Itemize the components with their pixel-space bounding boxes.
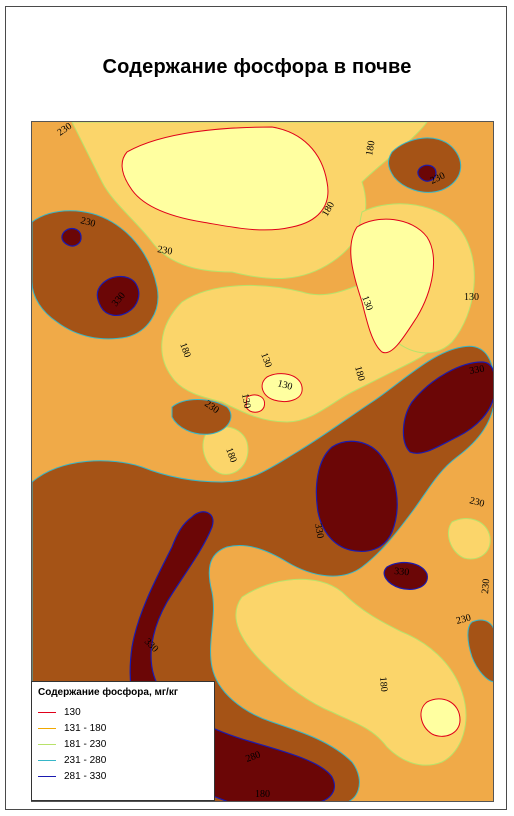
zone-281-330-southeast-spot: [383, 561, 428, 590]
contour-label: 330: [312, 523, 325, 540]
legend-item-281-330: 281 - 330: [38, 768, 208, 784]
zone-below-130-center: [261, 373, 303, 402]
contour-label: 280: [244, 749, 262, 764]
contour-label: 130: [239, 393, 252, 410]
legend-label: 281 - 330: [64, 770, 107, 782]
contour-label: 180: [223, 446, 238, 464]
legend-item-231-280: 231 - 280: [38, 752, 208, 768]
legend-item-131-180: 131 - 180: [38, 720, 208, 736]
contour-label: 230: [468, 495, 485, 510]
zone-281-330-northwest-dot: [61, 227, 82, 247]
contour-label: 230: [79, 215, 96, 230]
legend-swatch: [38, 775, 56, 777]
contour-label: 130: [359, 294, 374, 312]
legend-label: 131 - 180: [64, 722, 107, 734]
zone-below-130-southeast: [420, 698, 461, 737]
zone-below-130-east: [350, 218, 434, 354]
contour-label: 130: [276, 378, 293, 393]
contour-label: 130: [464, 292, 479, 303]
legend-swatch: [38, 759, 56, 761]
zone-281-330-center: [315, 440, 398, 553]
contour-label: 230: [480, 578, 492, 594]
zone-below-130-north: [121, 126, 329, 231]
contour-label: 180: [255, 789, 270, 800]
contour-label: 180: [352, 365, 367, 382]
contour-label: 330: [394, 566, 410, 578]
legend-swatch: [38, 727, 56, 729]
zone-131-180-southeast: [235, 578, 467, 766]
zone-281-330-northeast-dot: [417, 164, 437, 182]
zone-below-130-small-1: [245, 394, 266, 413]
zone-281-330-east-band: [402, 361, 493, 454]
map-legend: Содержание фосфора, мг/кг 130 131 - 180 …: [31, 681, 215, 801]
legend-label: 181 - 230: [64, 738, 107, 750]
legend-swatch: [38, 743, 56, 745]
contour-label: 330: [469, 364, 486, 377]
contour-label: 130: [258, 351, 273, 369]
legend-item-181-230: 181 - 230: [38, 736, 208, 752]
contour-label: 230: [156, 244, 173, 257]
contour-label: 180: [177, 341, 192, 359]
contour-label: 180: [364, 140, 377, 157]
legend-swatch: [38, 711, 56, 713]
legend-title: Содержание фосфора, мг/кг: [38, 687, 179, 698]
map-area: 230 180 230 180 130 230 230 330 130 180 …: [31, 121, 494, 802]
zone-131-180-east-small: [448, 518, 491, 560]
zone-131-180-small: [202, 426, 249, 475]
zone-231-280-mid-island: [171, 399, 232, 435]
legend-item-130: 130: [38, 704, 208, 720]
contour-label: 180: [377, 676, 389, 692]
legend-label: 231 - 280: [64, 754, 107, 766]
legend-label: 130: [64, 706, 81, 718]
zone-231-280-east-edge: [467, 619, 493, 683]
contour-labels: 230 180 230 180 130 230 230 330 130 180 …: [55, 122, 492, 800]
contour-label: 230: [455, 612, 472, 627]
zone-281-330-west: [96, 275, 140, 317]
map-title: Содержание фосфора в почве: [102, 56, 412, 78]
